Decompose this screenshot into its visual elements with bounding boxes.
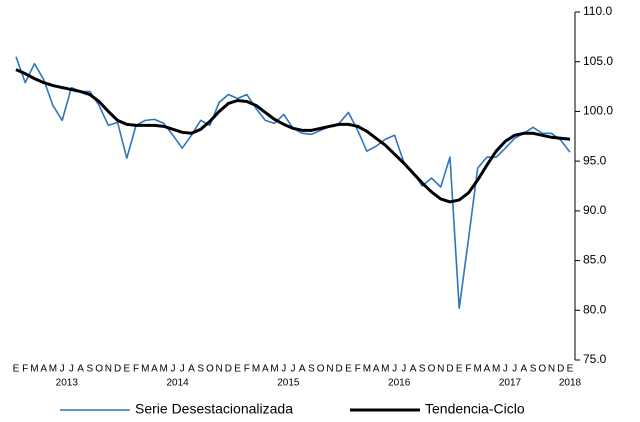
x-year-label: 2016 — [388, 378, 411, 389]
x-tick-label: D — [446, 364, 453, 375]
x-tick-label: A — [262, 364, 269, 375]
y-tick-label: 80.0 — [583, 302, 607, 316]
x-tick-label: E — [567, 364, 574, 375]
x-tick-label: S — [197, 364, 204, 375]
legend-label: Tendencia-Ciclo — [425, 401, 525, 417]
x-tick-label: M — [49, 364, 57, 375]
x-tick-label: O — [317, 364, 325, 375]
y-tick-label: 85.0 — [583, 253, 607, 267]
x-tick-label: A — [484, 364, 491, 375]
x-tick-label: M — [160, 364, 168, 375]
x-tick-label: M — [473, 364, 481, 375]
series-line — [15, 56, 571, 310]
x-tick-label: E — [123, 364, 130, 375]
series-line — [15, 68, 571, 204]
x-tick-label: N — [326, 364, 333, 375]
x-tick-label: O — [428, 364, 436, 375]
x-tick-label: F — [22, 364, 28, 375]
x-tick-label: A — [188, 364, 195, 375]
x-tick-label: A — [40, 364, 47, 375]
x-tick-label: A — [410, 364, 417, 375]
x-tick-label: D — [225, 364, 232, 375]
x-tick-label: F — [465, 364, 471, 375]
y-tick-label: 95.0 — [583, 153, 607, 167]
x-tick-label: J — [291, 364, 296, 375]
x-tick-label: O — [538, 364, 546, 375]
x-year-label: 2017 — [499, 378, 522, 389]
x-tick-label: J — [170, 364, 175, 375]
x-tick-label: O — [206, 364, 214, 375]
x-year-label: 2018 — [559, 378, 582, 389]
x-tick-label: S — [419, 364, 426, 375]
x-tick-label: J — [60, 364, 65, 375]
x-year-label: 2015 — [277, 378, 300, 389]
x-tick-label: S — [530, 364, 537, 375]
x-tick-label: F — [355, 364, 361, 375]
x-tick-label: N — [548, 364, 555, 375]
x-tick-label: A — [520, 364, 527, 375]
x-tick-label: S — [308, 364, 315, 375]
y-tick-label: 75.0 — [583, 352, 607, 366]
x-tick-label: M — [141, 364, 149, 375]
x-tick-label: E — [13, 364, 20, 375]
x-tick-label: A — [151, 364, 158, 375]
x-tick-label: E — [456, 364, 463, 375]
x-tick-label: J — [392, 364, 397, 375]
x-year-label: 2014 — [166, 378, 189, 389]
x-tick-label: M — [252, 364, 260, 375]
x-tick-label: S — [87, 364, 94, 375]
y-tick-label: 90.0 — [583, 203, 607, 217]
x-tick-label: O — [95, 364, 103, 375]
x-tick-label: J — [281, 364, 286, 375]
x-year-label: 2013 — [56, 378, 79, 389]
y-tick-label: 100.0 — [583, 104, 613, 118]
y-tick-label: 105.0 — [583, 54, 613, 68]
x-tick-label: D — [114, 364, 121, 375]
x-tick-label: A — [373, 364, 380, 375]
x-tick-label: J — [69, 364, 74, 375]
x-tick-label: E — [345, 364, 352, 375]
x-tick-label: J — [180, 364, 185, 375]
x-tick-label: N — [216, 364, 223, 375]
legend-label: Serie Desestacionalizada — [135, 401, 293, 417]
x-tick-label: N — [105, 364, 112, 375]
x-tick-label: J — [512, 364, 517, 375]
x-tick-label: M — [363, 364, 371, 375]
x-tick-label: M — [270, 364, 278, 375]
x-tick-label: A — [299, 364, 306, 375]
x-tick-label: M — [30, 364, 38, 375]
x-tick-label: N — [437, 364, 444, 375]
x-tick-label: M — [381, 364, 389, 375]
x-tick-label: D — [557, 364, 564, 375]
x-tick-label: E — [234, 364, 241, 375]
x-tick-label: D — [336, 364, 343, 375]
x-tick-label: J — [503, 364, 508, 375]
y-tick-label: 110.0 — [583, 4, 612, 18]
x-tick-label: J — [401, 364, 406, 375]
x-tick-label: A — [77, 364, 84, 375]
x-tick-label: F — [244, 364, 250, 375]
x-tick-label: M — [492, 364, 500, 375]
x-tick-label: F — [133, 364, 139, 375]
